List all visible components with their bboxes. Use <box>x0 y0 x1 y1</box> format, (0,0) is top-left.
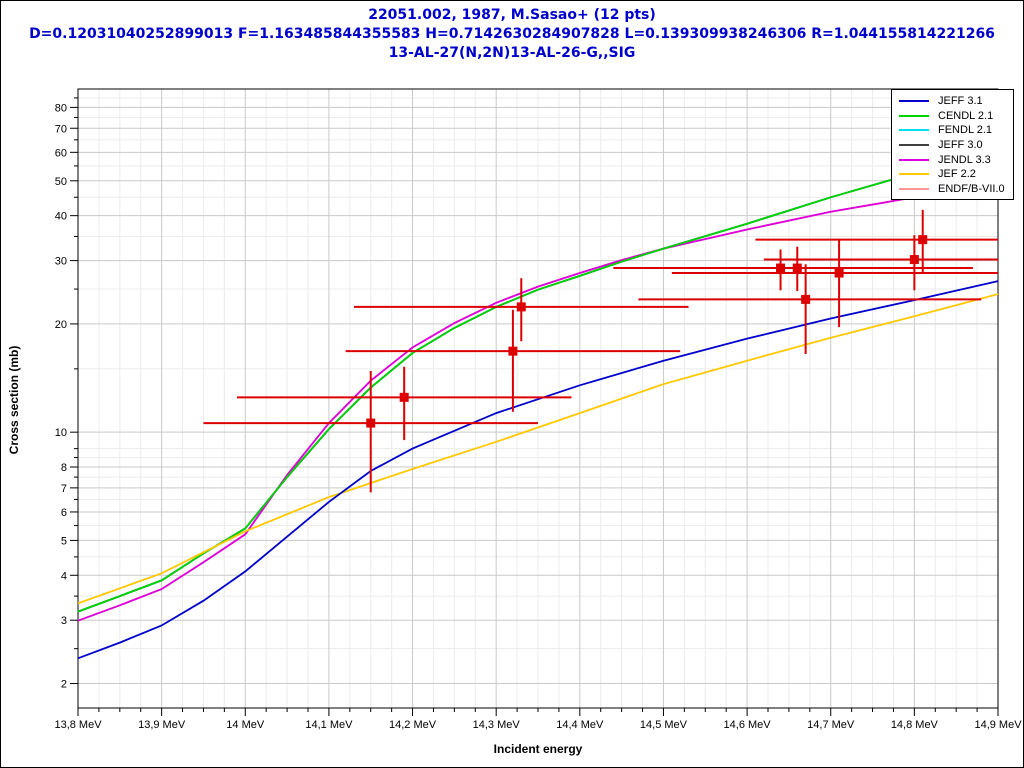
legend-item-jef-2-2: JEF 2.2 <box>892 167 1013 182</box>
data-point <box>801 294 811 304</box>
legend-label: CENDL 2.1 <box>938 109 994 122</box>
legend-label: JEFF 3.0 <box>938 139 983 152</box>
x-tick-label: 14,5 MeV <box>640 719 688 731</box>
data-point <box>776 263 786 273</box>
x-tick-label: 14,3 MeV <box>473 719 521 731</box>
legend-item-endf-b-vii-0: ENDF/B-VII.0 <box>892 182 1013 197</box>
y-tick-label: 40 <box>55 211 67 223</box>
data-point <box>834 268 844 278</box>
x-axis-title: Incident energy <box>493 742 583 756</box>
y-tick-label: 30 <box>55 256 67 268</box>
curve-cendl-2-1 <box>77 151 999 613</box>
y-tick-label: 4 <box>61 570 67 582</box>
x-tick-label: 14,4 MeV <box>556 719 604 731</box>
curves <box>77 151 999 660</box>
legend-line-sample <box>899 100 929 103</box>
y-tick-label: 10 <box>55 427 67 439</box>
data-point <box>399 392 409 402</box>
tick-labels: 13,8 MeV 13,9 MeV 14 MeV 14,1 MeV 14,2 MeV 14… <box>54 102 1022 731</box>
data-point <box>918 235 928 245</box>
legend-line-sample <box>899 187 929 190</box>
y-tick-label: 3 <box>61 615 67 627</box>
plot-title-line2: D=0.12031040252899013 F=1.16348584435558… <box>29 26 995 42</box>
data-points <box>366 235 928 428</box>
y-tick-label: 5 <box>61 535 67 547</box>
legend-line-sample <box>899 158 929 161</box>
x-tick-label: 13,9 MeV <box>138 719 186 731</box>
legend: JEFF 3.1 CENDL 2.1 FENDL 2.1 JEFF 3.0 JENDL … <box>891 89 1014 201</box>
major-gridlines <box>78 89 998 708</box>
y-tick-label: 50 <box>55 176 67 188</box>
legend-label: JEFF 3.1 <box>938 95 983 108</box>
data-point <box>909 255 919 265</box>
curve-jef-2-2 <box>77 293 999 605</box>
x-tick-label: 14,2 MeV <box>389 719 437 731</box>
legend-item-jeff-3-0: JEFF 3.0 <box>892 138 1013 153</box>
plot-title-line3: 13-AL-27(N,2N)13-AL-26-G,,SIG <box>388 45 636 61</box>
x-tick-label: 13,8 MeV <box>54 719 102 731</box>
legend-line-sample <box>899 173 929 176</box>
x-tick-label: 14,7 MeV <box>807 719 855 731</box>
legend-item-jeff-3-1: JEFF 3.1 <box>892 94 1013 109</box>
x-tick-label: 14,9 MeV <box>974 719 1022 731</box>
data-point <box>792 263 802 273</box>
data-point <box>516 302 526 312</box>
legend-label: JEF 2.2 <box>938 168 976 181</box>
legend-item-jendl-3-3: JENDL 3.3 <box>892 152 1013 167</box>
x-tick-label: 14,1 MeV <box>305 719 353 731</box>
y-tick-label: 6 <box>61 507 67 519</box>
data-point <box>508 346 518 356</box>
y-tick-label: 7 <box>61 483 67 495</box>
x-tick-label: 14,8 MeV <box>891 719 939 731</box>
axis-ticks <box>70 97 999 716</box>
x-tick-label: 14,6 MeV <box>724 719 772 731</box>
y-tick-label: 70 <box>55 123 67 135</box>
minor-gridlines <box>78 89 998 708</box>
legend-line-sample <box>899 144 929 147</box>
legend-label: FENDL 2.1 <box>938 124 993 137</box>
legend-line-sample <box>899 114 929 117</box>
data-point <box>366 418 376 428</box>
legend-item-cendl-2-1: CENDL 2.1 <box>892 109 1013 124</box>
legend-line-sample <box>899 129 929 132</box>
legend-item-fendl-2-1: FENDL 2.1 <box>892 123 1013 138</box>
y-tick-label: 2 <box>61 679 67 691</box>
x-tick-label: 14 MeV <box>226 719 265 731</box>
plot-title: 22051.002, 1987, M.Sasao+ (12 pts) D=0.1… <box>1 6 1023 63</box>
curve-jeff-3-1 <box>77 280 999 660</box>
legend-label: JENDL 3.3 <box>938 153 991 166</box>
curve-jendl-3-3 <box>77 183 999 622</box>
y-axis-title: Cross section (mb) <box>7 345 21 455</box>
y-tick-label: 60 <box>55 147 67 159</box>
y-tick-label: 80 <box>55 102 67 114</box>
y-tick-label: 20 <box>55 319 67 331</box>
plot-title-line1: 22051.002, 1987, M.Sasao+ (12 pts) <box>368 7 656 23</box>
legend-label: ENDF/B-VII.0 <box>938 182 1005 195</box>
y-tick-label: 8 <box>61 462 67 474</box>
